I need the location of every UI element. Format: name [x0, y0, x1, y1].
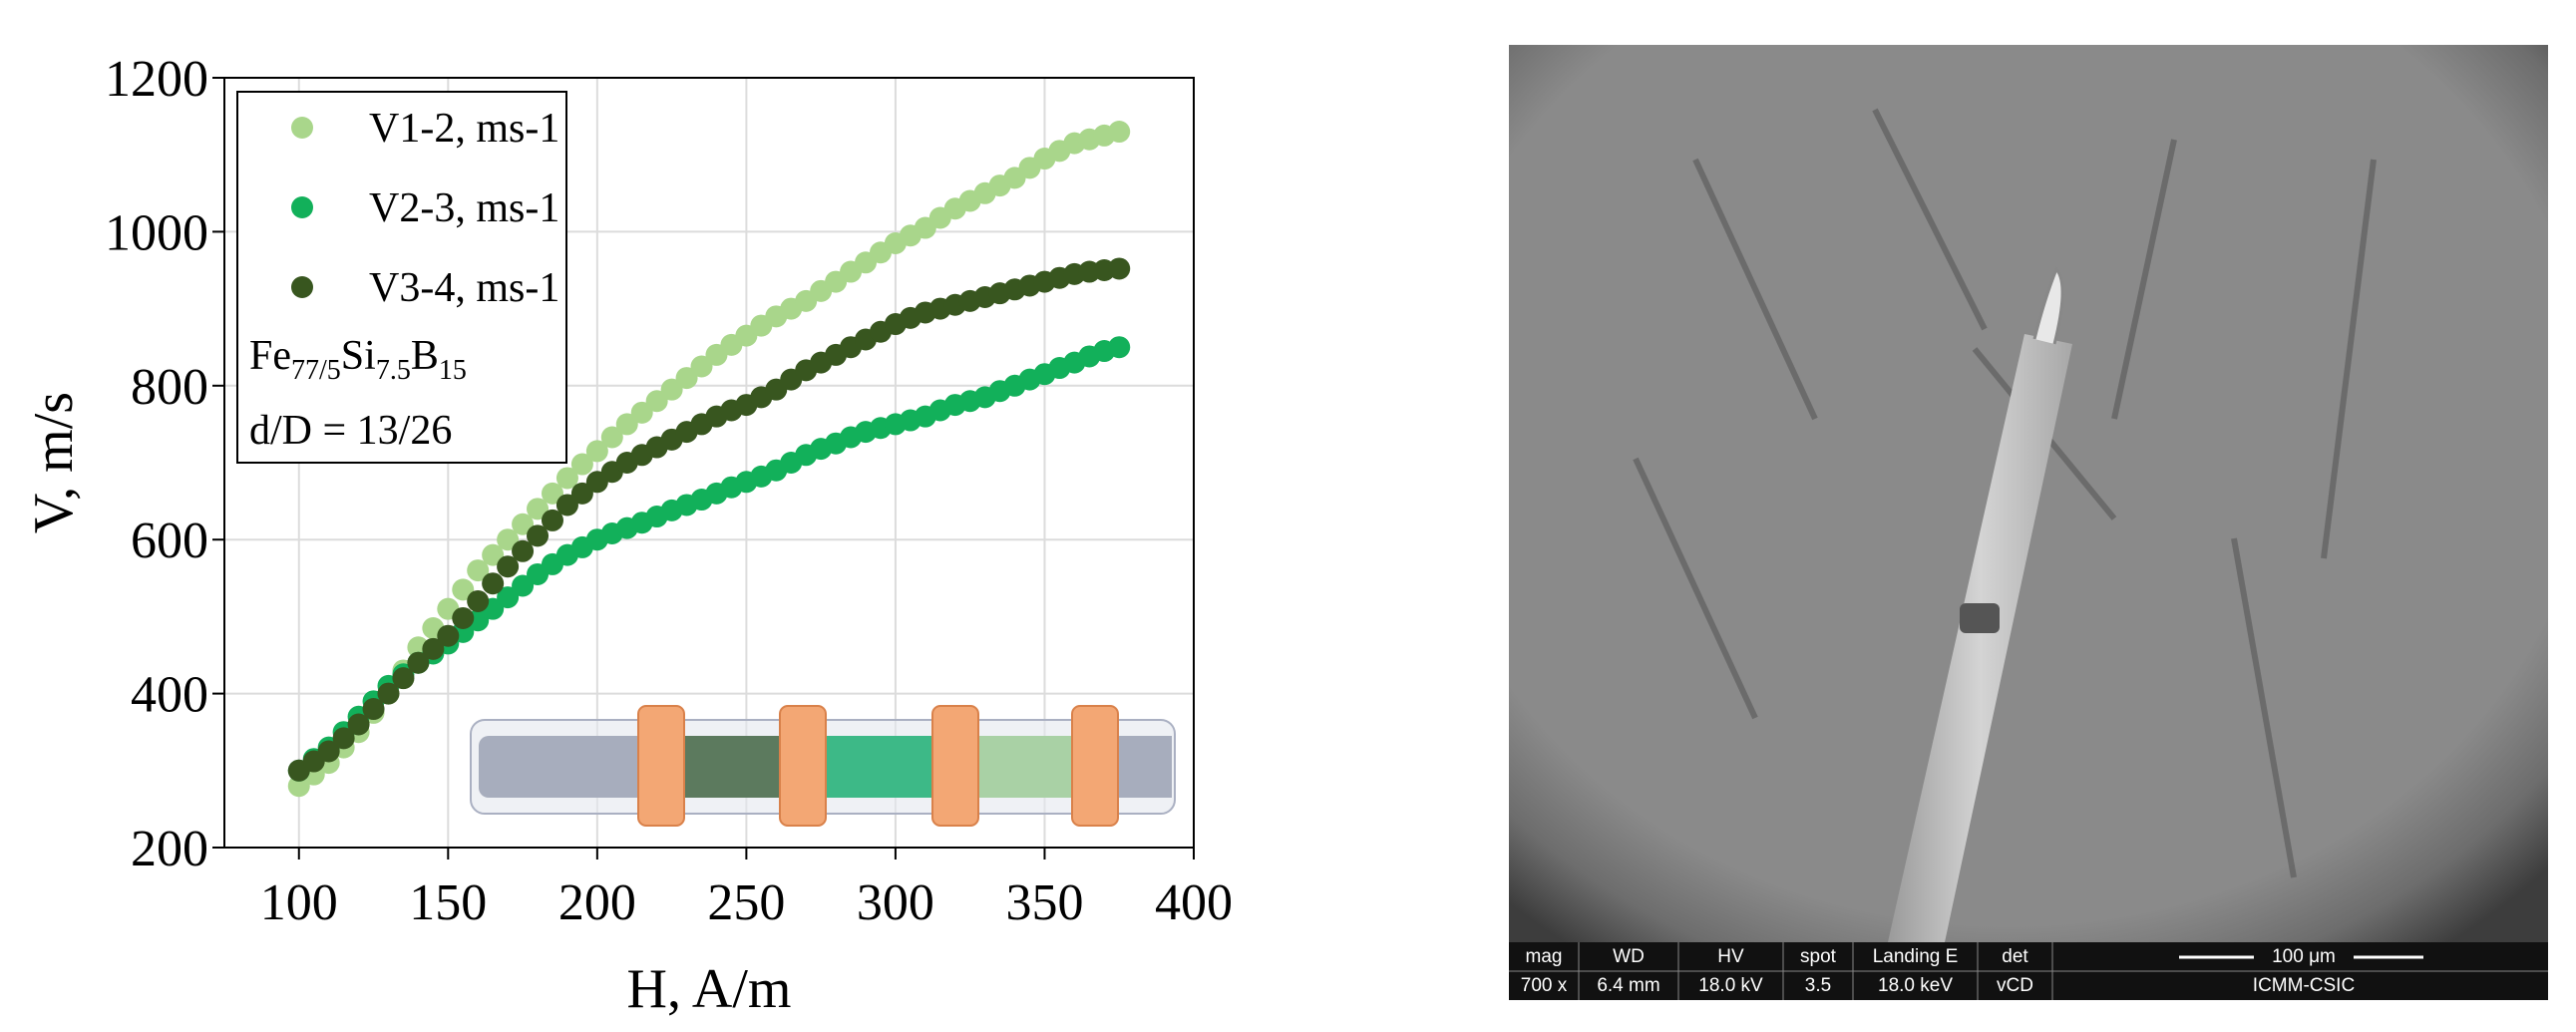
y-tick-label: 1200	[105, 51, 208, 108]
data-point	[527, 524, 550, 547]
annotation-part: 77/5	[291, 355, 341, 386]
info-value: 18.0 kV	[1698, 975, 1763, 996]
annotation: Fe77/5Si7.5B15	[249, 333, 467, 386]
data-point	[555, 467, 578, 490]
info-value: 700 x	[1521, 975, 1568, 996]
y-axis-title: V, m/s	[23, 392, 85, 533]
data-point	[422, 637, 445, 660]
data-point	[541, 509, 563, 531]
x-tick-label: 350	[1005, 874, 1083, 931]
info-fields: mag 700 x WD 6.4 mm HV 18.0 kV spot 3.5 Landing …	[1521, 942, 2053, 1000]
x-tick-label: 200	[558, 874, 636, 931]
data-point	[437, 624, 460, 647]
x-tick-label: 300	[857, 874, 934, 931]
data-point	[467, 589, 490, 612]
data-point	[482, 572, 505, 595]
data-point	[600, 426, 623, 449]
x-tick-label: 100	[260, 874, 338, 931]
data-point	[362, 698, 385, 721]
legend-marker	[291, 196, 313, 218]
info-label: det	[2002, 946, 2028, 967]
data-point	[482, 543, 505, 566]
data-point	[660, 378, 683, 401]
info-value: vCD	[1997, 975, 2033, 996]
data-point	[497, 586, 520, 609]
annotation-part: Si	[341, 333, 376, 379]
data-point	[541, 482, 563, 505]
data-point	[570, 482, 593, 505]
info-label: spot	[1800, 946, 1837, 967]
data-point	[467, 559, 490, 582]
plot-area: 100 150 200 250 300 350 400 200 400 600 800 1000 120…	[23, 51, 1233, 1020]
data-point	[1108, 336, 1131, 359]
info-value: 18.0 keV	[1878, 975, 1953, 996]
annotation-part: Fe	[249, 333, 291, 379]
axes-frame	[223, 77, 1195, 849]
x-axis-title: H, A/m	[627, 958, 792, 1020]
info-label: Landing E	[1873, 946, 1959, 967]
sem-image	[1509, 45, 2548, 942]
data-point	[630, 401, 653, 424]
info-bar: mag 700 x WD 6.4 mm HV 18.0 kV spot 3.5 Landing …	[1509, 942, 2548, 1000]
annotation-part: d/D = 13/26	[249, 408, 452, 454]
y-tick-label: 200	[131, 821, 208, 877]
data-point	[497, 555, 520, 578]
y-tick-label: 400	[131, 667, 208, 724]
legend-marker	[291, 276, 313, 298]
legend-marker	[291, 117, 313, 139]
data-point	[512, 539, 535, 562]
data-point	[452, 606, 475, 629]
data-point	[570, 453, 593, 476]
institution: ICMM-CSIC	[2253, 975, 2355, 996]
annotation-part: 15	[439, 355, 467, 386]
info-label: mag	[1526, 946, 1563, 967]
data-point	[407, 651, 430, 674]
data-point	[332, 727, 355, 750]
data-point	[287, 775, 310, 798]
data-point	[675, 367, 698, 390]
data-point	[512, 513, 535, 535]
legend-label: V2-3, ms-1	[369, 185, 559, 231]
data-point	[690, 355, 713, 378]
data-point	[527, 498, 550, 520]
info-label: WD	[1613, 946, 1645, 967]
data-point	[512, 574, 535, 597]
annotation-part: B	[411, 333, 439, 379]
legend-label: V1-2, ms-1	[369, 106, 559, 152]
legend-label: V3-4, ms-1	[369, 265, 559, 311]
y-tick-label: 600	[131, 513, 208, 569]
y-tick-label: 1000	[105, 204, 208, 261]
x-tick-label: 150	[409, 874, 487, 931]
x-tick-label: 250	[707, 874, 785, 931]
legend-box	[236, 91, 567, 464]
wire-inset	[470, 705, 1176, 827]
data-point	[377, 682, 400, 705]
scale-bar-label: 100 μm	[2272, 946, 2336, 967]
data-point	[452, 578, 475, 601]
info-label: HV	[1717, 946, 1744, 967]
data-point	[1108, 257, 1131, 280]
annotation: d/D = 13/26	[249, 408, 452, 454]
x-tick-label: 400	[1155, 874, 1233, 931]
annotation-part: 7.5	[376, 355, 411, 386]
data-point	[347, 713, 370, 736]
y-tick-label: 800	[131, 359, 208, 416]
data-point	[615, 413, 638, 436]
info-value: 3.5	[1805, 975, 1831, 996]
data-point	[317, 740, 340, 763]
data-point	[645, 390, 668, 413]
data-point	[585, 440, 608, 463]
data-point	[392, 667, 415, 690]
data-point	[555, 494, 578, 516]
data-point	[1108, 121, 1131, 144]
info-value: 6.4 mm	[1597, 975, 1659, 996]
data-point	[497, 528, 520, 551]
